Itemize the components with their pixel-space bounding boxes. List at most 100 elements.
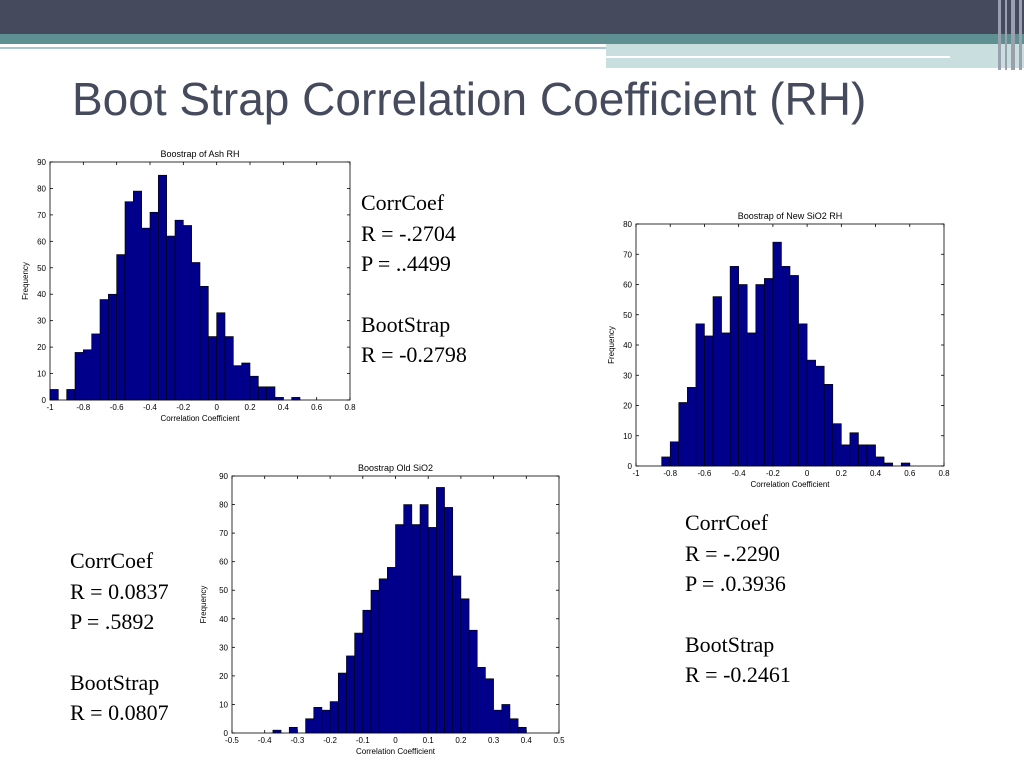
histogram-bar: [411, 524, 421, 734]
histogram-bar: [174, 219, 184, 401]
histogram-bar: [460, 598, 470, 734]
histogram-bar: [191, 262, 201, 401]
histogram-bar: [133, 190, 142, 401]
x-tick-label: -0.2: [176, 403, 190, 412]
histogram-bar: [798, 323, 808, 467]
histogram-bar: [823, 384, 834, 467]
histogram-bar: [476, 667, 486, 734]
x-axis-label: Correlation Coefficient: [750, 480, 830, 489]
histogram-bar: [509, 718, 519, 734]
corrcoef-p-value: P = .5892: [70, 609, 155, 634]
y-tick-label: 60: [623, 281, 632, 290]
histogram-bar: [291, 397, 301, 401]
y-tick-label: 40: [219, 615, 228, 624]
x-tick-label: -0.2: [766, 469, 780, 478]
histogram-bar: [517, 726, 527, 734]
slide-title: Boot Strap Correlation Coefficient (RH): [72, 73, 867, 125]
corrcoef-r-value: R = -.2704: [361, 220, 456, 246]
histogram-bar: [266, 386, 276, 401]
x-tick-label: -0.4: [258, 736, 272, 745]
histogram-bar: [806, 359, 816, 467]
histogram-bar: [468, 629, 478, 734]
corrcoef-r-value: R = 0.0837: [70, 578, 169, 604]
histogram-bar: [841, 444, 851, 467]
chart-title: Boostrap of Ash RH: [160, 149, 239, 159]
chart-title: Boostrap Old SiO2: [358, 463, 433, 473]
y-axis-label: Frequency: [199, 586, 208, 624]
histogram-bar: [149, 211, 159, 401]
x-tick-label: -0.4: [732, 469, 746, 478]
histogram-bar: [755, 284, 765, 467]
histogram-bar: [83, 349, 92, 401]
histogram-bar: [789, 275, 799, 467]
histogram-bar: [274, 397, 284, 401]
y-tick-label: 10: [37, 370, 46, 379]
bootstrap-r-value: R = -0.2461: [685, 662, 791, 687]
histogram-bar: [166, 235, 176, 401]
x-tick-label: 0.4: [870, 469, 882, 478]
histogram-bar: [305, 718, 315, 734]
x-tick-label: 0.8: [938, 469, 950, 478]
histogram-bar: [493, 709, 503, 734]
y-tick-label: 50: [37, 264, 46, 273]
x-tick-label: 0: [214, 403, 219, 412]
y-tick-label: 10: [219, 700, 228, 709]
y-tick-label: 80: [623, 220, 632, 229]
x-tick-label: 0: [805, 469, 810, 478]
histogram-bar: [849, 432, 859, 467]
x-tick-label: 0.1: [423, 736, 435, 745]
histogram-bar: [337, 672, 347, 734]
histogram-bar: [764, 278, 774, 467]
y-tick-label: 20: [219, 672, 228, 681]
histogram-bar: [387, 567, 396, 734]
y-tick-label: 70: [219, 529, 228, 538]
histogram-bar: [233, 365, 242, 401]
histogram-bar: [272, 729, 282, 734]
corrcoef-label: CorrCoef: [361, 190, 445, 215]
corrcoef-label: CorrCoef: [685, 510, 769, 535]
header-teal-band: [0, 34, 1024, 44]
x-tick-label: 0: [393, 736, 398, 745]
stats-block-new-sio2-rh: CorrCoef R = -.2290 P = .0.3936 BootStra…: [685, 508, 791, 691]
y-tick-label: 20: [37, 343, 46, 352]
histogram-bar: [370, 589, 380, 734]
histogram-bar: [419, 504, 429, 734]
y-tick-label: 70: [623, 250, 632, 259]
bootstrap-label: BootStrap: [685, 631, 775, 657]
y-tick-label: 0: [628, 462, 633, 471]
corrcoef-p-value: P = ..4499: [361, 251, 451, 276]
histogram-bar: [427, 527, 437, 734]
header-divider-light: [0, 44, 1024, 47]
histogram-bar: [158, 174, 167, 401]
x-tick-label: -0.8: [663, 469, 677, 478]
x-tick-label: -1: [632, 469, 640, 478]
y-tick-label: 10: [623, 432, 632, 441]
histogram-bar: [875, 456, 885, 467]
y-tick-label: 40: [623, 341, 632, 350]
histogram-bar: [354, 632, 364, 734]
histogram-bar: [712, 296, 722, 467]
histogram-bar: [66, 389, 76, 401]
histogram-bar: [883, 462, 893, 467]
x-tick-label: -0.3: [291, 736, 305, 745]
x-tick-label: -1: [46, 403, 54, 412]
histogram-bar: [346, 655, 355, 734]
bootstrap-r-value: R = 0.0807: [70, 700, 169, 725]
histogram-bar: [669, 441, 680, 467]
histogram-bar: [395, 524, 404, 734]
histogram-ash-rh-svg: Boostrap of Ash RH -1 -0.8 -0.6 -0.4 -0.2 0 0.2…: [21, 149, 356, 423]
x-tick-label: -0.1: [356, 736, 370, 745]
y-tick-label: 30: [623, 371, 632, 380]
stats-block-ash-rh: CorrCoef R = -.2704 P = ..4499 BootStrap…: [361, 188, 467, 371]
histogram-bar: [738, 284, 748, 467]
histogram-bar: [858, 444, 868, 467]
corrcoef-label: CorrCoef: [70, 548, 154, 573]
histogram-bar: [224, 336, 234, 401]
y-tick-label: 30: [37, 317, 46, 326]
histogram-bar: [74, 352, 84, 401]
y-tick-label: 40: [37, 290, 46, 299]
y-tick-label: 0: [42, 396, 47, 405]
bootstrap-r-value: R = -0.2798: [361, 342, 467, 367]
y-tick-label: 20: [623, 402, 632, 411]
y-tick-label: 60: [219, 558, 228, 567]
